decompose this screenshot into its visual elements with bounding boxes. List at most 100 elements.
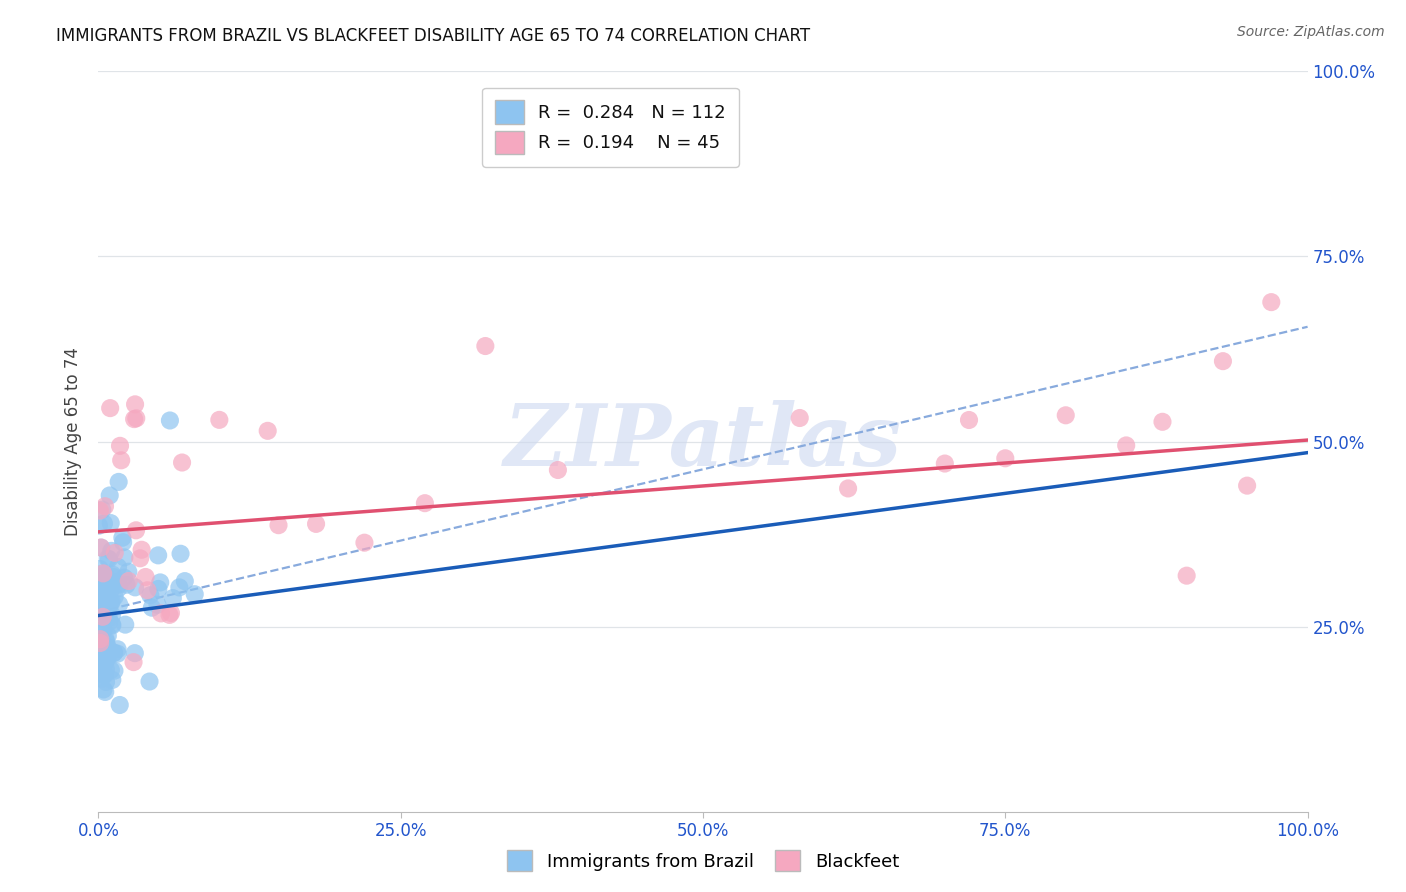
Point bbox=[90, 570, 112, 584]
Point bbox=[114, 617, 136, 632]
Point bbox=[89, 503, 111, 517]
Point bbox=[89, 594, 111, 608]
Point bbox=[305, 516, 328, 531]
Point bbox=[112, 571, 135, 585]
Point bbox=[96, 651, 118, 665]
Point bbox=[112, 535, 135, 549]
Point bbox=[934, 457, 956, 471]
Y-axis label: Disability Age 65 to 74: Disability Age 65 to 74 bbox=[65, 347, 83, 536]
Point bbox=[837, 482, 859, 496]
Point bbox=[474, 339, 496, 353]
Point bbox=[107, 475, 129, 489]
Point bbox=[94, 570, 117, 584]
Point bbox=[90, 541, 112, 555]
Point bbox=[91, 611, 114, 625]
Point bbox=[89, 594, 111, 608]
Point bbox=[91, 588, 114, 602]
Point bbox=[129, 551, 152, 566]
Point bbox=[112, 550, 135, 565]
Point bbox=[90, 566, 112, 581]
Point bbox=[96, 597, 118, 611]
Point bbox=[94, 632, 117, 646]
Point bbox=[97, 610, 120, 624]
Point bbox=[1115, 438, 1137, 452]
Point bbox=[117, 565, 139, 579]
Point bbox=[101, 607, 124, 622]
Point bbox=[91, 568, 114, 582]
Point bbox=[111, 531, 134, 545]
Point bbox=[91, 566, 114, 581]
Point bbox=[89, 617, 111, 632]
Point bbox=[170, 456, 193, 470]
Text: ZIPatlas: ZIPatlas bbox=[503, 400, 903, 483]
Point bbox=[100, 516, 122, 530]
Point bbox=[108, 597, 131, 611]
Point bbox=[97, 551, 120, 566]
Point bbox=[107, 577, 129, 591]
Point bbox=[97, 629, 120, 643]
Point bbox=[413, 496, 436, 510]
Point bbox=[1212, 354, 1234, 368]
Point bbox=[159, 607, 181, 622]
Point bbox=[107, 560, 129, 574]
Point bbox=[159, 413, 181, 427]
Point bbox=[91, 596, 114, 610]
Point bbox=[89, 655, 111, 669]
Point bbox=[148, 582, 170, 596]
Point bbox=[169, 581, 191, 595]
Point bbox=[146, 598, 169, 612]
Point bbox=[160, 606, 183, 620]
Point bbox=[1054, 409, 1077, 423]
Point bbox=[96, 634, 118, 648]
Point bbox=[1152, 415, 1174, 429]
Point bbox=[103, 646, 125, 660]
Point bbox=[98, 615, 121, 629]
Point bbox=[87, 572, 110, 586]
Point bbox=[89, 660, 111, 674]
Point bbox=[103, 664, 125, 678]
Point bbox=[100, 594, 122, 608]
Point bbox=[94, 685, 117, 699]
Point bbox=[994, 451, 1017, 466]
Point bbox=[183, 587, 205, 601]
Point bbox=[91, 570, 114, 584]
Point bbox=[97, 640, 120, 654]
Point bbox=[94, 655, 117, 669]
Point bbox=[124, 646, 146, 660]
Point bbox=[96, 576, 118, 591]
Point bbox=[98, 488, 121, 502]
Point bbox=[173, 574, 195, 588]
Point bbox=[125, 524, 148, 538]
Point bbox=[135, 570, 157, 584]
Point bbox=[789, 411, 811, 425]
Point bbox=[89, 596, 111, 610]
Point bbox=[122, 412, 145, 426]
Point bbox=[90, 672, 112, 686]
Point bbox=[100, 544, 122, 558]
Point bbox=[91, 624, 114, 638]
Point bbox=[91, 589, 114, 603]
Point bbox=[169, 547, 191, 561]
Point bbox=[94, 500, 117, 514]
Point bbox=[87, 659, 110, 673]
Point bbox=[94, 667, 117, 681]
Point bbox=[108, 698, 131, 712]
Point bbox=[94, 675, 117, 690]
Point bbox=[100, 597, 122, 611]
Point bbox=[91, 502, 114, 516]
Point bbox=[89, 604, 111, 618]
Point bbox=[98, 401, 121, 416]
Point bbox=[150, 607, 173, 621]
Point bbox=[547, 463, 569, 477]
Point bbox=[103, 574, 125, 589]
Point bbox=[93, 650, 115, 665]
Point bbox=[91, 653, 114, 667]
Point bbox=[87, 518, 110, 533]
Point bbox=[87, 653, 110, 667]
Point bbox=[93, 667, 115, 681]
Point bbox=[93, 682, 115, 697]
Text: Source: ZipAtlas.com: Source: ZipAtlas.com bbox=[1237, 25, 1385, 39]
Point bbox=[91, 610, 114, 624]
Point bbox=[107, 581, 129, 595]
Point bbox=[139, 588, 162, 602]
